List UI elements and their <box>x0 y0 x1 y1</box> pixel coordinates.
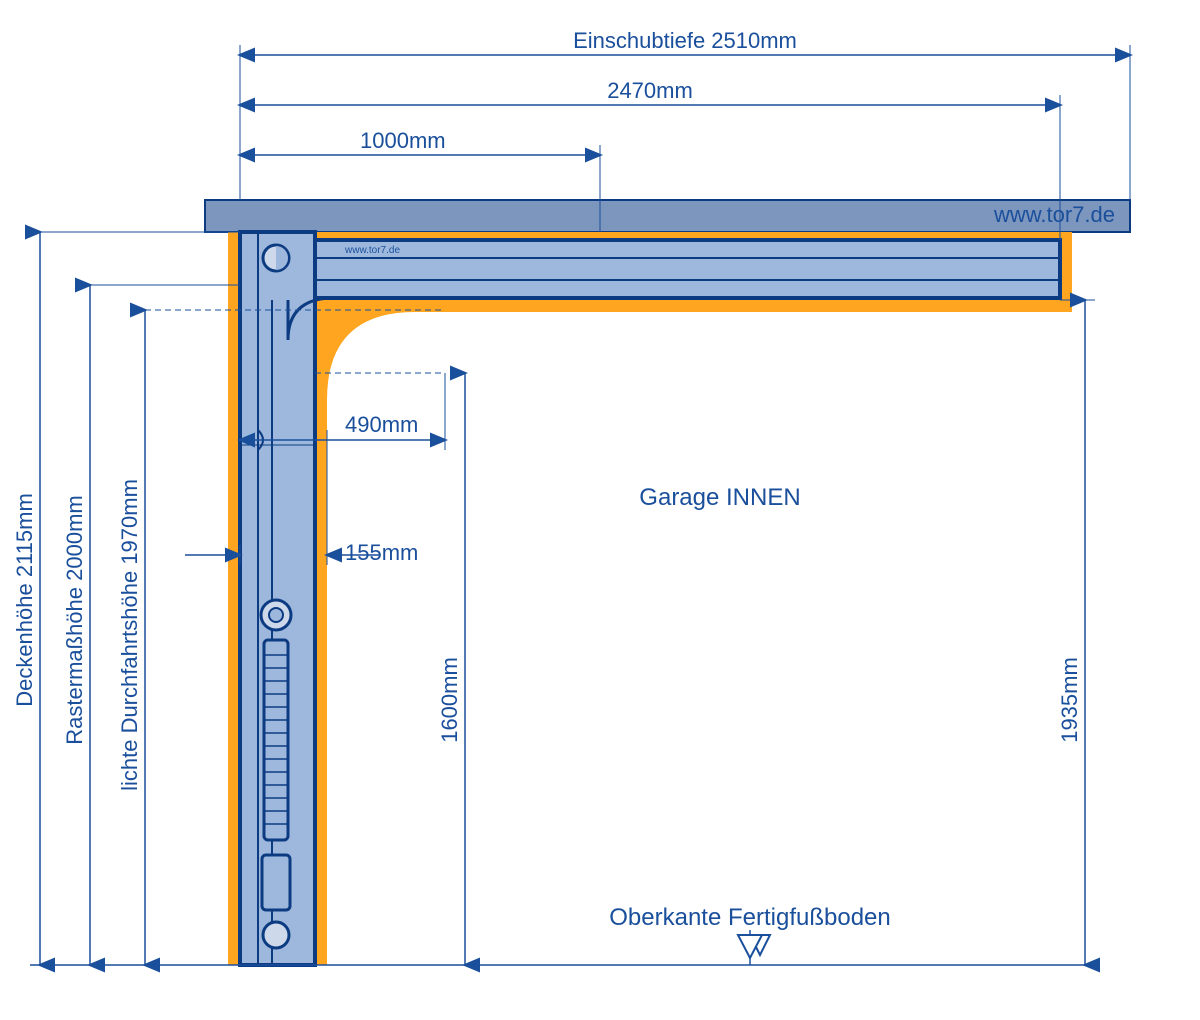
svg-text:1600mm: 1600mm <box>437 657 462 743</box>
dim-top-1: Einschubtiefe 2510mm <box>240 28 1130 200</box>
spring-assembly <box>261 600 291 948</box>
svg-text:1935mm: 1935mm <box>1057 657 1082 743</box>
dim-1935: 1935mm <box>1057 300 1095 965</box>
garage-label: Garage INNEN <box>639 484 800 511</box>
url-small: www.tor7.de <box>344 245 400 256</box>
dim-left-3: lichte Durchfahrtshöhe 1970mm <box>117 310 240 965</box>
svg-text:Deckenhöhe 2115mm: Deckenhöhe 2115mm <box>12 493 37 707</box>
garage-section-diagram: www.tor7.de www.tor7.de <box>0 0 1200 1020</box>
svg-text:490mm: 490mm <box>345 412 418 437</box>
url-large: www.tor7.de <box>993 202 1115 227</box>
svg-text:155mm: 155mm <box>345 540 418 565</box>
svg-text:1000mm: 1000mm <box>360 128 446 153</box>
clearance-zone <box>228 232 1072 965</box>
dim-1600: 1600mm <box>437 373 465 965</box>
svg-text:lichte Durchfahrtshöhe 1970mm: lichte Durchfahrtshöhe 1970mm <box>117 479 142 791</box>
svg-text:2470mm: 2470mm <box>607 78 693 103</box>
svg-text:Einschubtiefe 2510mm: Einschubtiefe 2510mm <box>573 28 797 53</box>
svg-text:Rastermaßhöhe 2000mm: Rastermaßhöhe 2000mm <box>62 495 87 744</box>
floor-label: Oberkante Fertigfußboden <box>609 904 891 931</box>
ceiling <box>205 200 1130 232</box>
